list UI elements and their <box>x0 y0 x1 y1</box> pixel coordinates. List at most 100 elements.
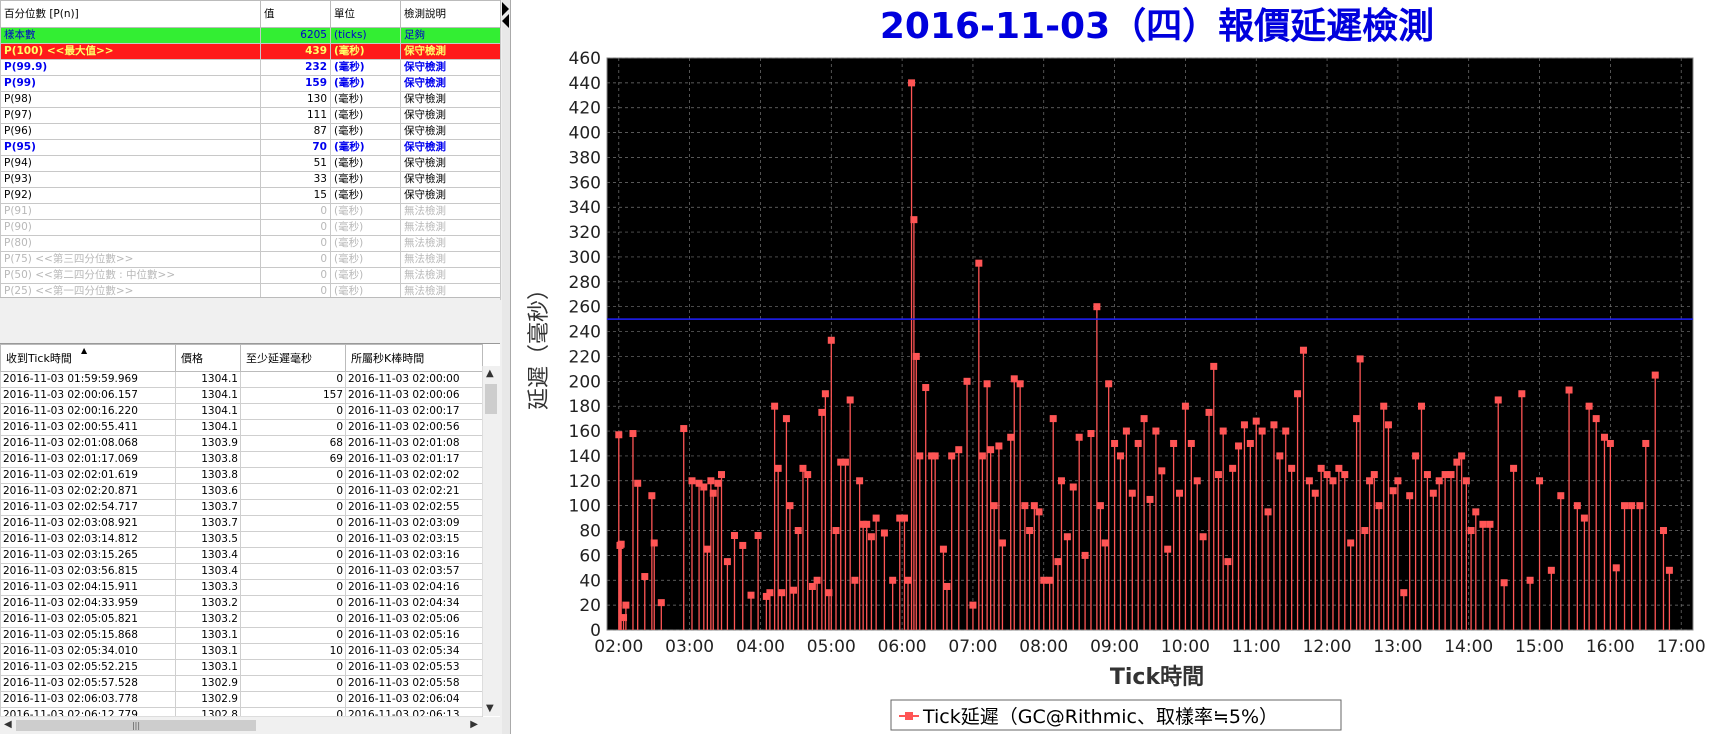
table-splitter-gap[interactable] <box>0 297 500 342</box>
collapse-left-arrow-icon[interactable] <box>502 14 509 28</box>
table-row[interactable]: 2016-11-03 02:05:05.821 1303.2 0 2016-11-03… <box>0 611 483 628</box>
table-row[interactable]: 2016-11-03 02:03:14.812 1303.5 0 2016-11-03… <box>0 531 483 548</box>
table-row[interactable]: 2016-11-03 02:00:55.411 1304.1 0 2016-11-03… <box>0 419 483 436</box>
delay-cell: 0 <box>240 371 346 388</box>
data-point <box>1294 390 1302 398</box>
col-header-price[interactable]: 價格 <box>175 344 241 372</box>
table-row[interactable]: 2016-11-03 02:03:56.815 1303.4 0 2016-11-03… <box>0 563 483 580</box>
col-header-description[interactable]: 檢測說明 <box>400 0 501 28</box>
collapse-right-arrow-icon[interactable] <box>502 2 509 16</box>
percentile-value: 0 <box>260 203 331 220</box>
data-point <box>1240 421 1248 429</box>
horizontal-scroll-thumb[interactable]: ||| <box>16 720 256 731</box>
data-point <box>955 446 963 454</box>
price-cell: 1304.1 <box>175 371 241 388</box>
scroll-up-arrow-icon[interactable]: ▲ <box>486 368 494 379</box>
y-tick-label: 420 <box>569 99 601 119</box>
table-row[interactable]: 2016-11-03 02:05:34.010 1303.1 10 2016-11-0… <box>0 643 483 660</box>
delay-cell: 0 <box>240 595 346 612</box>
percentile-row[interactable]: P(93) 33 (毫秒) 保守檢測 <box>0 171 501 188</box>
percentile-row[interactable]: P(99) 159 (毫秒) 保守檢測 <box>0 75 501 92</box>
col-header-unit[interactable]: 單位 <box>330 0 401 28</box>
percentile-row[interactable]: P(100) <<最大值>> 439 (毫秒) 保守檢測 <box>0 43 501 60</box>
table-row[interactable]: 2016-11-03 02:03:08.921 1303.7 0 2016-11-03… <box>0 515 483 532</box>
data-point <box>1299 346 1307 354</box>
percentile-row[interactable]: P(97) 111 (毫秒) 保守檢測 <box>0 107 501 124</box>
y-tick-label: 100 <box>569 497 601 517</box>
percentile-row[interactable]: P(95) 70 (毫秒) 保守檢測 <box>0 139 501 156</box>
price-cell: 1304.1 <box>175 419 241 436</box>
y-tick-label: 300 <box>569 248 601 268</box>
percentile-row[interactable]: P(91) 0 (毫秒) 無法檢測 <box>0 203 501 220</box>
vertical-scroll-thumb[interactable] <box>485 384 497 414</box>
table-row[interactable]: 2016-11-03 02:00:16.220 1304.1 0 2016-11-03… <box>0 403 483 420</box>
bar-time-cell: 2016-11-03 02:02:02 <box>345 467 483 484</box>
percentile-row[interactable]: P(50) <<第二四分位數 : 中位數>> 0 (毫秒) 無法檢測 <box>0 267 501 284</box>
percentile-row[interactable]: P(99.9) 232 (毫秒) 保守檢測 <box>0 59 501 76</box>
scroll-left-arrow-icon[interactable]: ◀ <box>4 719 12 730</box>
data-point <box>1467 527 1475 535</box>
col-header-value[interactable]: 值 <box>260 0 331 28</box>
y-axis-ticks: 0 20 40 60 80 100 120 140 160 180 200 220 240 260 280 3… <box>569 49 601 641</box>
percentile-description: 無法檢測 <box>400 251 501 268</box>
table-row[interactable]: 2016-11-03 02:05:57.528 1302.9 0 2016-11-03… <box>0 675 483 692</box>
table-row[interactable]: 2016-11-03 02:02:54.717 1303.7 0 2016-11-03… <box>0 499 483 516</box>
percentile-row[interactable]: 樣本數 6205 (ticks) 足夠 <box>0 27 501 44</box>
data-point <box>648 492 656 500</box>
data-point <box>863 520 871 528</box>
data-point <box>1462 477 1470 485</box>
data-point <box>1057 477 1065 485</box>
table-row[interactable]: 2016-11-03 02:00:06.157 1304.1 157 2016-11-… <box>0 387 483 404</box>
percentile-row[interactable]: P(98) 130 (毫秒) 保守檢測 <box>0 91 501 108</box>
data-point <box>1494 396 1502 404</box>
table-row[interactable]: 2016-11-03 02:04:15.911 1303.3 0 2016-11-03… <box>0 579 483 596</box>
percentile-row[interactable]: P(75) <<第三四分位數>> 0 (毫秒) 無法檢測 <box>0 251 501 268</box>
percentile-row[interactable]: P(90) 0 (毫秒) 無法檢測 <box>0 219 501 236</box>
vertical-scrollbar[interactable]: ▲ ▼ <box>482 366 500 716</box>
percentile-description: 保守檢測 <box>400 91 501 108</box>
table-row[interactable]: 2016-11-03 02:04:33.959 1303.2 0 2016-11-03… <box>0 595 483 612</box>
horizontal-scrollbar[interactable]: ◀ ||| ▶ <box>0 716 482 734</box>
bar-time-cell: 2016-11-03 02:03:57 <box>345 563 483 580</box>
percentile-row[interactable]: P(94) 51 (毫秒) 保守檢測 <box>0 155 501 172</box>
data-point <box>1205 408 1213 416</box>
data-point <box>1128 489 1136 497</box>
col-header-bar-time[interactable]: 所屬秒K棒時間 <box>345 344 483 372</box>
data-point <box>1054 558 1062 566</box>
data-point <box>786 502 794 510</box>
col-header-tick-time[interactable]: 收到Tick時間 ▲ <box>0 344 176 372</box>
table-row[interactable]: 2016-11-03 02:06:03.778 1302.9 0 2016-11-03… <box>0 691 483 708</box>
table-row[interactable]: 2016-11-03 02:01:08.068 1303.9 68 2016-11-0… <box>0 435 483 452</box>
table-row[interactable]: 2016-11-03 01:59:59.969 1304.1 0 2016-11-03… <box>0 371 483 388</box>
x-tick-label: 13:00 <box>1373 637 1422 657</box>
data-point <box>1628 502 1636 510</box>
percentile-row[interactable]: P(80) 0 (毫秒) 無法檢測 <box>0 235 501 252</box>
col-header-percentile[interactable]: 百分位數 [P(n)] <box>0 0 261 28</box>
table-row[interactable]: 2016-11-03 02:02:01.619 1303.8 0 2016-11-03… <box>0 467 483 484</box>
data-point <box>1429 489 1437 497</box>
tick-time-cell: 2016-11-03 01:59:59.969 <box>0 371 176 388</box>
table-row[interactable]: 2016-11-03 02:02:20.871 1303.6 0 2016-11-03… <box>0 483 483 500</box>
bar-time-cell: 2016-11-03 02:00:00 <box>345 371 483 388</box>
data-point <box>1621 502 1629 510</box>
panel-splitter[interactable] <box>502 0 511 734</box>
price-cell: 1303.2 <box>175 595 241 612</box>
scroll-right-arrow-icon[interactable]: ▶ <box>470 719 478 730</box>
price-cell: 1303.3 <box>175 579 241 596</box>
tick-time-cell: 2016-11-03 02:02:20.871 <box>0 483 176 500</box>
x-axis-label: Tick時間 <box>1110 665 1204 690</box>
percentile-row[interactable]: P(92) 15 (毫秒) 保守檢測 <box>0 187 501 204</box>
data-point <box>1122 427 1130 435</box>
percentile-row[interactable]: P(96) 87 (毫秒) 保守檢測 <box>0 123 501 140</box>
data-point <box>872 514 880 522</box>
percentile-label: P(95) <box>0 139 261 156</box>
percentile-value: 130 <box>260 91 331 108</box>
table-row[interactable]: 2016-11-03 02:03:15.265 1303.4 0 2016-11-03… <box>0 547 483 564</box>
col-header-delay[interactable]: 至少延遲毫秒 <box>240 344 346 372</box>
percentile-description: 保守檢測 <box>400 171 501 188</box>
x-tick-label: 06:00 <box>878 637 927 657</box>
table-row[interactable]: 2016-11-03 02:05:52.215 1303.1 0 2016-11-03… <box>0 659 483 676</box>
scroll-down-arrow-icon[interactable]: ▼ <box>486 703 494 714</box>
table-row[interactable]: 2016-11-03 02:05:15.868 1303.1 0 2016-11-03… <box>0 627 483 644</box>
table-row[interactable]: 2016-11-03 02:01:17.069 1303.8 69 2016-11-0… <box>0 451 483 468</box>
